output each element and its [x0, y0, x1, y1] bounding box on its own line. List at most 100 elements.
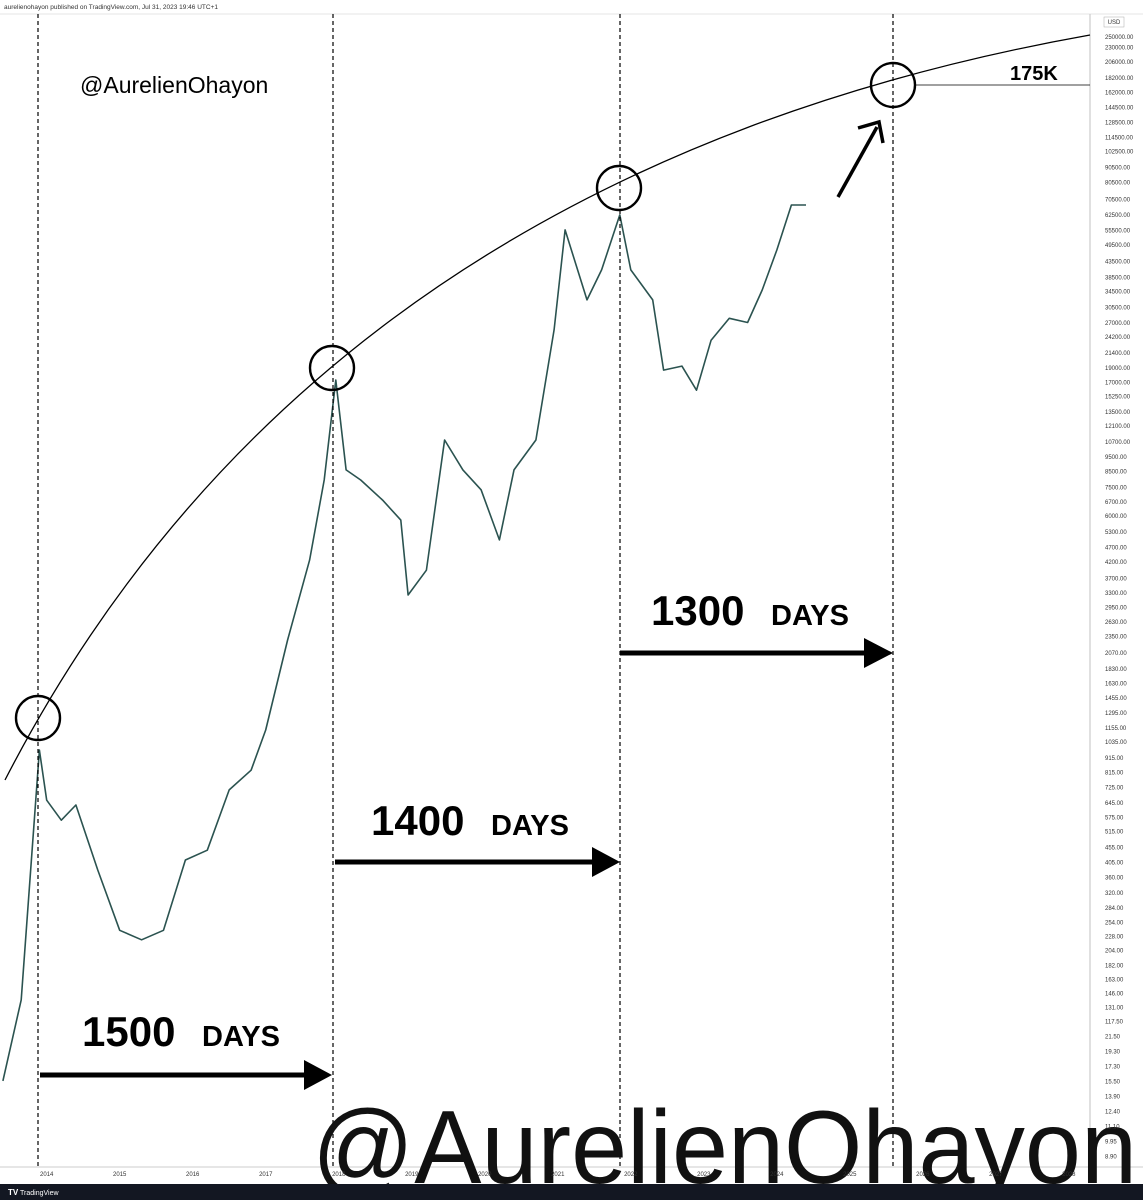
y-tick-label: 2630.00	[1105, 620, 1127, 626]
y-tick-label: 9.95	[1105, 1139, 1117, 1145]
x-tick-label: 2021	[551, 1172, 565, 1178]
days-number: 1400	[371, 797, 464, 844]
x-tick-label: 2014	[40, 1172, 54, 1178]
y-tick-label: 360.00	[1105, 876, 1124, 882]
y-tick-label: 144500.00	[1105, 105, 1134, 111]
y-tick-label: 34500.00	[1105, 289, 1131, 295]
footer-bar	[0, 1184, 1143, 1200]
x-tick-label: 2018	[332, 1172, 346, 1178]
y-tick-label: 182.00	[1105, 963, 1124, 969]
y-tick-label: 114500.00	[1105, 135, 1134, 141]
y-tick-label: 645.00	[1105, 801, 1124, 807]
y-tick-label: 15250.00	[1105, 394, 1131, 400]
byline: aurelienohayon published on TradingView.…	[4, 4, 218, 11]
peak-circle	[14, 694, 62, 742]
y-tick-label: 8.90	[1105, 1154, 1117, 1160]
watermark: @AurelienOhayon	[312, 1090, 1137, 1200]
y-tick-label: 10700.00	[1105, 440, 1131, 446]
y-tick-label: 455.00	[1105, 846, 1124, 852]
x-tick-label: 2016	[186, 1172, 200, 1178]
footer-logo: TV	[8, 1188, 19, 1197]
peak-circles	[14, 61, 917, 742]
y-tick-label: 19000.00	[1105, 366, 1131, 372]
y-tick-label: 17000.00	[1105, 380, 1131, 386]
y-tick-label: 128500.00	[1105, 121, 1134, 127]
x-tick-label: 2028	[1062, 1172, 1076, 1178]
y-tick-label: 21.50	[1105, 1035, 1121, 1041]
y-tick-label: 2350.00	[1105, 635, 1127, 641]
peak-circle	[308, 344, 356, 392]
y-tick-label: 146.00	[1105, 992, 1124, 998]
y-tick-label: 6000.00	[1105, 514, 1127, 520]
arrows	[40, 650, 868, 1078]
days-unit: DAYS	[202, 1021, 280, 1053]
y-tick-label: 254.00	[1105, 920, 1124, 926]
y-tick-label: 4700.00	[1105, 546, 1127, 552]
y-tick-label: 131.00	[1105, 1006, 1124, 1012]
y-tick-label: 49500.00	[1105, 243, 1131, 249]
y-tick-label: 70500.00	[1105, 198, 1131, 204]
y-tick-label: 405.00	[1105, 861, 1124, 867]
y-tick-label: 575.00	[1105, 816, 1124, 822]
x-tick-label: 2019	[405, 1172, 419, 1178]
y-tick-label: 284.00	[1105, 906, 1124, 912]
y-tick-label: 12.40	[1105, 1110, 1121, 1116]
y-tick-label: 206000.00	[1105, 60, 1134, 66]
y-tick-label: 90500.00	[1105, 166, 1131, 172]
y-tick-label: 915.00	[1105, 756, 1124, 762]
days-number: 1300	[651, 587, 744, 634]
x-tick-label: 2015	[113, 1172, 127, 1178]
y-tick-label: 55500.00	[1105, 228, 1131, 234]
footer-brand: TradingView	[20, 1190, 59, 1197]
y-tick-label: 250000.00	[1105, 35, 1134, 41]
y-tick-label: 13500.00	[1105, 410, 1131, 416]
y-tick-label: 80500.00	[1105, 181, 1131, 187]
y-tick-label: 725.00	[1105, 786, 1124, 792]
y-tick-label: 515.00	[1105, 830, 1124, 836]
x-tick-label: 2020	[478, 1172, 492, 1178]
up-arrow-head	[857, 119, 885, 144]
y-tick-label: 12100.00	[1105, 424, 1131, 430]
price-line	[2, 204, 806, 1082]
y-tick-label: 1455.00	[1105, 696, 1127, 702]
arrow-head	[864, 638, 893, 668]
peak-circle	[595, 164, 643, 212]
y-tick-label: 230000.00	[1105, 46, 1134, 52]
y-tick-label: 4200.00	[1105, 560, 1127, 566]
y-tick-label: 24200.00	[1105, 335, 1131, 341]
y-tick-label: 30500.00	[1105, 305, 1131, 311]
y-tick-label: 320.00	[1105, 891, 1124, 897]
x-tick-label: 2025	[843, 1172, 857, 1178]
x-tick-label: 2023	[697, 1172, 711, 1178]
y-tick-label: 3700.00	[1105, 576, 1127, 582]
y-tick-label: 1035.00	[1105, 740, 1127, 746]
y-tick-label: 117.50	[1105, 1020, 1124, 1026]
y-tick-label: 38500.00	[1105, 275, 1131, 281]
y-tick-label: 1830.00	[1105, 667, 1127, 673]
unit-box	[1103, 16, 1125, 28]
trend-arc	[4, 34, 1091, 781]
y-tick-label: 19.30	[1105, 1050, 1121, 1056]
y-tick-label: 5300.00	[1105, 530, 1127, 536]
cycle-lines	[37, 14, 894, 1167]
y-tick-label: 6700.00	[1105, 500, 1127, 506]
y-tick-label: 2070.00	[1105, 651, 1127, 657]
days-number: 1500	[82, 1008, 175, 1055]
chart-title: @AurelienOhayon	[80, 72, 268, 98]
y-tick-label: 27000.00	[1105, 321, 1131, 327]
y-tick-label: 204.00	[1105, 949, 1124, 955]
y-tick-label: 1295.00	[1105, 711, 1127, 717]
y-tick-label: 8500.00	[1105, 469, 1127, 475]
y-unit: USD	[1108, 20, 1121, 26]
y-tick-label: 43500.00	[1105, 260, 1131, 266]
y-tick-label: 11.10	[1105, 1125, 1120, 1131]
y-tick-label: 9500.00	[1105, 455, 1127, 461]
y-tick-label: 17.30	[1105, 1065, 1121, 1071]
y-tick-label: 7500.00	[1105, 486, 1127, 492]
y-tick-label: 21400.00	[1105, 351, 1131, 357]
y-tick-label: 163.00	[1105, 977, 1124, 983]
x-tick-label: 2027	[989, 1172, 1003, 1178]
y-tick-label: 1630.00	[1105, 682, 1127, 688]
y-tick-label: 228.00	[1105, 934, 1124, 940]
